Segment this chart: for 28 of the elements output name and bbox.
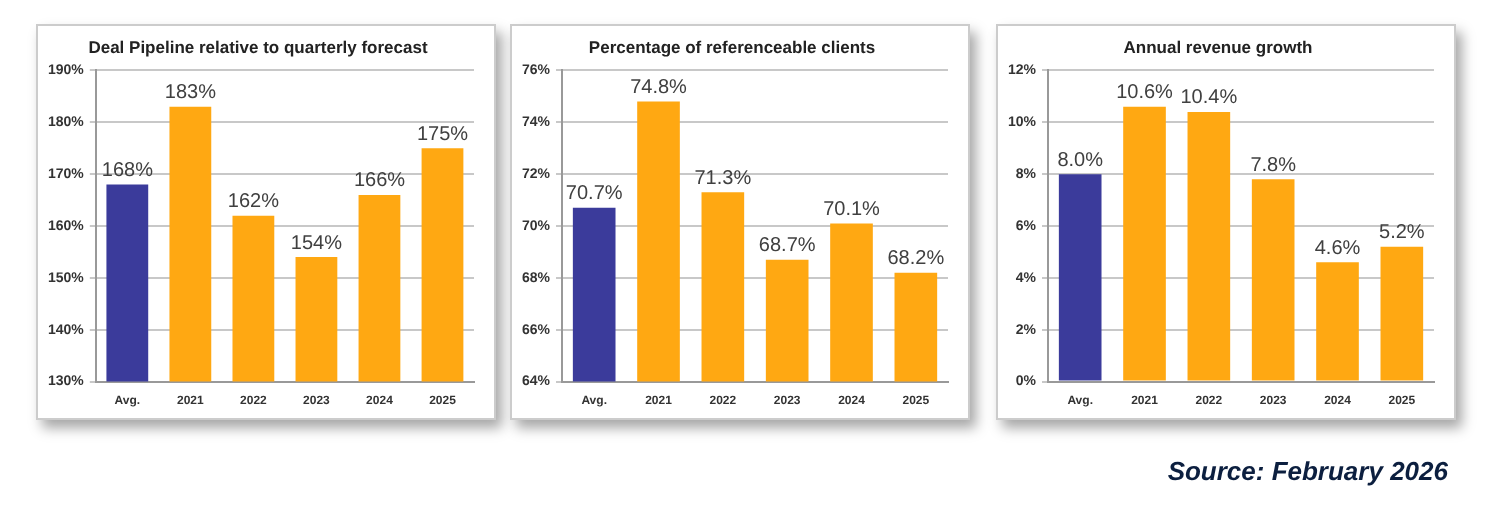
data-label: 7.8% xyxy=(1250,154,1297,177)
data-label: 175% xyxy=(416,123,469,146)
data-label: 168% xyxy=(101,160,154,183)
data-label: 162% xyxy=(227,191,280,214)
data-label: 154% xyxy=(290,232,343,255)
chart-title: Deal Pipeline relative to quarterly forecast xyxy=(88,36,428,57)
data-label: 68.2% xyxy=(887,248,945,271)
data-label: 70.7% xyxy=(565,183,623,206)
bar xyxy=(1316,262,1359,381)
bar xyxy=(1187,111,1231,381)
chart-title: Percentage of referenceable clients xyxy=(588,36,876,57)
data-label: 183% xyxy=(164,82,217,105)
chart-title: Annual revenue growth xyxy=(1123,36,1313,57)
data-label: 10.6% xyxy=(1116,82,1174,105)
data-label: 4.6% xyxy=(1314,237,1361,260)
data-label: 8.0% xyxy=(1057,149,1104,172)
data-label: 71.3% xyxy=(694,167,752,190)
bar xyxy=(1058,174,1102,381)
data-label: 166% xyxy=(353,170,406,193)
bar xyxy=(1123,106,1166,381)
source-note: Source: February 2026 xyxy=(1167,456,1448,486)
data-label: 74.8% xyxy=(630,77,688,100)
data-label: 5.2% xyxy=(1379,222,1425,245)
data-label: 70.1% xyxy=(823,198,881,221)
bar xyxy=(1380,246,1424,381)
bar xyxy=(1251,179,1295,381)
data-label: 68.7% xyxy=(758,235,816,258)
data-label: 10.4% xyxy=(1180,87,1238,110)
